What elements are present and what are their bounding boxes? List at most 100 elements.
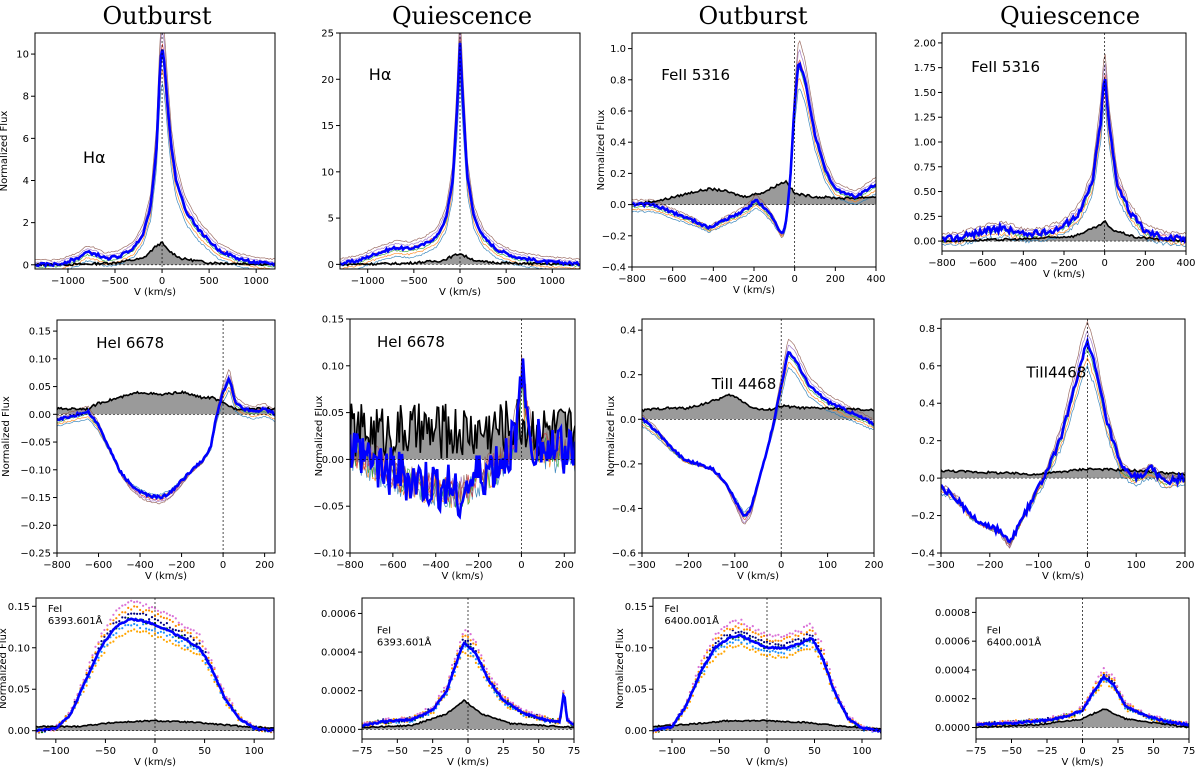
spectrum-dot [1108,674,1111,677]
axes-frame-p22 [349,318,576,554]
spectrum-dot [186,646,189,649]
x-tick-label: 0 [159,276,165,287]
spectrum-dot [145,609,148,612]
x-tick-label: 0 [465,746,471,757]
spectrum-line-p11-0 [64,83,257,269]
spectrum-dot [509,707,512,711]
spectrum-dot [207,651,210,654]
spectrum-dot [1113,679,1116,682]
spectrum-dot [723,629,726,632]
spectrum-dot [797,634,800,638]
y-tick-label: 0.05 [322,408,344,419]
axes-frame-p11 [34,32,276,270]
spectrum-dot [469,655,472,658]
y-axis-label: Normalized Flux [606,396,617,477]
spectrum-dot [177,623,180,626]
mean-profile-p21 [57,375,275,501]
panel-p24: −300 −200 −100 0 100 200 −0.4 −0.2 0.0 0.2 0.4 0.6 0… [911,318,1195,582]
mean-profile-p14 [942,78,1186,245]
spectrum-dot [726,634,729,637]
spectrum-dot [794,629,797,633]
column-title-quiescence-2: Quiescence [999,2,1141,30]
y-tick-label: 25 [321,29,334,40]
x-tick-label: 25 [1112,746,1125,757]
spectrum-dot [802,644,806,647]
spectrum-dot [171,615,174,618]
spectrum-dot [754,647,757,650]
spectrum-dot [780,639,783,642]
spectrum-dot [448,675,451,678]
spectrum-dot [142,630,145,633]
spectrum-dot [714,641,717,645]
spectrum-dot [94,664,97,667]
spectrum-dot [488,675,491,678]
spectrum-dot [192,629,195,632]
x-tick-label: −300 [628,560,655,571]
spectrum-dot [1100,671,1103,674]
spectrum-dot [728,644,732,648]
spectrum-dot [165,622,168,625]
spectrum-dot [717,632,720,635]
spectrum-dot [162,631,165,634]
spectrum-dot [800,649,803,652]
y-tick-label: −0.2 [602,231,626,242]
y-tick-label: 0.6 [919,361,935,372]
spectrum-line-p23-5 [642,338,874,525]
spectrum-dot [711,660,715,663]
line-label-p34: FeI [987,625,1001,636]
spectrum-dot [156,613,160,616]
spectrum-dot [737,626,740,629]
residual-line-p21 [57,389,275,412]
spectrum-dot [720,637,723,640]
spectrum-dot [522,714,525,717]
y-tick-label: 0.15 [322,315,344,326]
spectrum-dot [453,674,456,677]
spectrum-dot [400,716,403,720]
spectrum-dot [91,670,94,674]
panel-p14: −800 −600 −400 −200 0 200 400 0.00 0.25 0.50 0.75 1… [914,32,1196,280]
spectrum-dot [440,690,443,693]
spectrum-dot [530,711,533,714]
spectrum-dot [998,720,1002,723]
spectrum-line-p12-4 [340,33,580,263]
spectrum-dot [811,634,814,637]
spectrum-dot [88,661,91,664]
spectrum-dot [142,623,145,626]
spectrum-dot [720,645,723,648]
spectrum-dot [763,631,766,634]
spectrum-dot [754,650,757,654]
spectrum-dot [1078,708,1081,711]
x-axis-label: V (km/s) [1062,757,1104,768]
spectrum-dot [201,645,204,648]
spectrum-dot [145,613,148,617]
spectrum-dot [517,705,520,708]
y-tick-label: −0.05 [313,502,344,513]
y-tick-label: 0.4 [620,326,636,337]
x-tick-label: −100 [42,746,69,757]
y-tick-label: 0.6 [610,107,626,118]
spectrum-dot [808,634,811,637]
spectrum-dot [416,712,419,716]
spectrum-dot [429,712,432,715]
spectrum-dot [706,651,709,654]
x-tick-label: −800 [618,274,645,285]
spectrum-dot [461,635,464,638]
spectrum-dot [156,631,160,635]
spectrum-dot [1097,675,1100,678]
spectrum-dot [464,639,467,643]
spectrum-dot [751,631,754,634]
spectrum-dot [774,634,777,637]
spectrum-dot [148,628,151,631]
spectrum-dot [771,649,774,652]
spectrum-dot [504,703,507,706]
spectrum-line-p13-0 [632,88,876,239]
x-tick-label: −200 [740,274,767,285]
y-tick-label: 0.50 [914,187,936,198]
spectrum-dot [1052,715,1055,718]
panel-p21: −800 −600 −400 −200 0 200 −0.25 −0.20 −0.15 −0.10… [1,319,276,582]
y-tick-label: 15 [321,121,334,132]
spectrum-dot [751,635,754,638]
spectrum-dot [150,606,154,609]
y-axis-label: Normalized Flux [0,628,9,709]
x-tick-label: 0 [1079,746,1085,757]
